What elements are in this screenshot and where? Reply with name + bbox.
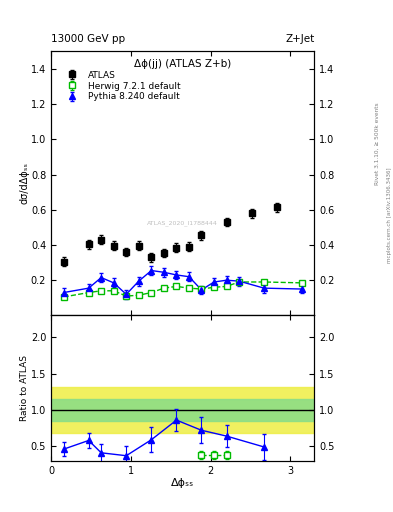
Legend: ATLAS, Herwig 7.2.1 default, Pythia 8.240 default: ATLAS, Herwig 7.2.1 default, Pythia 8.24… — [61, 69, 182, 103]
Text: 13000 GeV pp: 13000 GeV pp — [51, 33, 125, 44]
Text: ATLAS_2020_I1788444: ATLAS_2020_I1788444 — [147, 220, 218, 226]
Y-axis label: Ratio to ATLAS: Ratio to ATLAS — [20, 355, 29, 421]
Y-axis label: dσ/dΔϕₛₛ: dσ/dΔϕₛₛ — [20, 162, 29, 204]
Bar — [51, 387, 314, 433]
Text: Z+Jet: Z+Jet — [285, 33, 314, 44]
Text: Rivet 3.1.10, ≥ 500k events: Rivet 3.1.10, ≥ 500k events — [375, 102, 380, 185]
Text: mcplots.cern.ch [arXiv:1306.3436]: mcplots.cern.ch [arXiv:1306.3436] — [387, 167, 391, 263]
Bar — [51, 399, 314, 421]
X-axis label: Δϕₛₛ: Δϕₛₛ — [171, 478, 195, 488]
Text: Δϕ(jj) (ATLAS Z+b): Δϕ(jj) (ATLAS Z+b) — [134, 59, 231, 69]
